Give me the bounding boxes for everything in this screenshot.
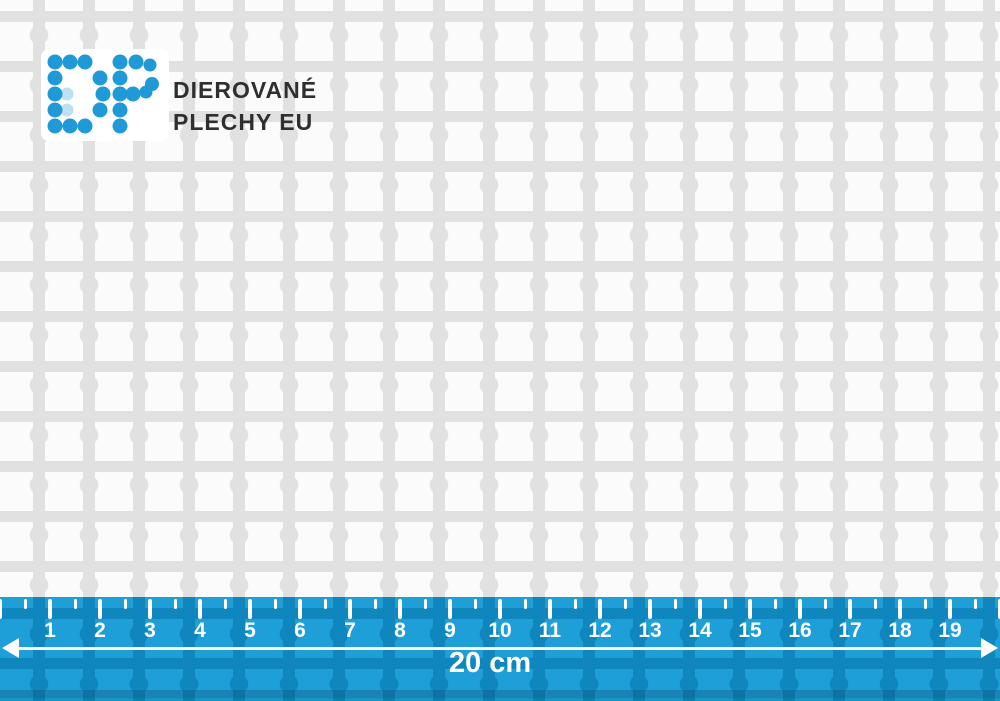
cm-tick-minor — [323, 599, 327, 609]
dp-dots-logo-icon — [47, 54, 159, 134]
cm-number: 17 — [838, 619, 862, 642]
cm-tick-minor — [523, 599, 527, 609]
cm-number: 14 — [688, 619, 712, 642]
cm-number: 12 — [588, 619, 612, 642]
cm-tick-major — [398, 599, 402, 619]
cm-tick-minor — [573, 599, 577, 609]
logo-line-1: DIEROVANÉ — [173, 77, 318, 103]
cm-tick-major — [848, 599, 852, 619]
cm-tick-major — [148, 599, 152, 619]
cm-tick-major — [698, 599, 702, 619]
cm-number: 16 — [788, 619, 812, 642]
cm-tick-major — [198, 599, 202, 619]
cm-tick-major — [48, 599, 52, 619]
cm-number: 19 — [938, 619, 962, 642]
cm-tick-major — [998, 599, 1000, 619]
cm-number: 7 — [344, 619, 356, 642]
cm-tick-major — [898, 599, 902, 619]
cm-tick-minor — [623, 599, 627, 609]
cm-tick-major — [0, 599, 2, 619]
cm-tick-major — [448, 599, 452, 619]
cm-tick-minor — [973, 599, 977, 609]
cm-number: 3 — [144, 619, 156, 642]
total-length-label: 20 cm — [448, 647, 532, 679]
measure-line-bar — [14, 647, 986, 650]
logo-badge — [41, 49, 169, 141]
cm-tick-minor — [223, 599, 227, 609]
cm-tick-major — [598, 599, 602, 619]
cm-number: 10 — [488, 619, 512, 642]
cm-number: 4 — [194, 619, 206, 642]
measure-arrow-line — [0, 597, 1000, 701]
cm-tick-major — [248, 599, 252, 619]
cm-tick-major — [348, 599, 352, 619]
cm-tick-minor — [723, 599, 727, 609]
cm-tick-major — [548, 599, 552, 619]
cm-tick-major — [98, 599, 102, 619]
cm-tick-major — [948, 599, 952, 619]
cm-number: 1 — [44, 619, 56, 642]
cm-number: 8 — [394, 619, 406, 642]
cm-tick-minor — [823, 599, 827, 609]
cm-tick-major — [298, 599, 302, 619]
cm-tick-minor — [173, 599, 177, 609]
right-arrow-icon — [981, 638, 998, 658]
logo-line-2: PLECHY EU — [173, 109, 314, 135]
cm-tick-major — [648, 599, 652, 619]
logo-wordmark: DIEROVANÉ PLECHY EU — [173, 74, 317, 138]
cm-tick-minor — [773, 599, 777, 609]
cm-number: 9 — [444, 619, 456, 642]
cm-tick-minor — [923, 599, 927, 609]
cm-tick-major — [798, 599, 802, 619]
cm-tick-major — [498, 599, 502, 619]
cm-tick-minor — [423, 599, 427, 609]
cm-tick-minor — [123, 599, 127, 609]
cm-number: 15 — [738, 619, 762, 642]
cm-tick-minor — [73, 599, 77, 609]
cm-tick-minor — [273, 599, 277, 609]
cm-tick-major — [748, 599, 752, 619]
cm-tick-minor — [373, 599, 377, 609]
ruler-overlay: 1 2 3 4 5 6 7 8 9 10 11 12 13 14 15 16 17 18 19 20 cm — [0, 597, 1000, 701]
cm-number: 6 — [294, 619, 306, 642]
cm-tick-minor — [23, 599, 27, 609]
cm-tick-minor — [473, 599, 477, 609]
cm-number: 5 — [244, 619, 256, 642]
cm-number: 11 — [538, 619, 562, 642]
cm-number: 13 — [638, 619, 662, 642]
cm-tick-minor — [673, 599, 677, 609]
cm-tick-minor — [873, 599, 877, 609]
cm-number: 2 — [94, 619, 106, 642]
left-arrow-icon — [2, 638, 19, 658]
cm-number: 18 — [888, 619, 912, 642]
